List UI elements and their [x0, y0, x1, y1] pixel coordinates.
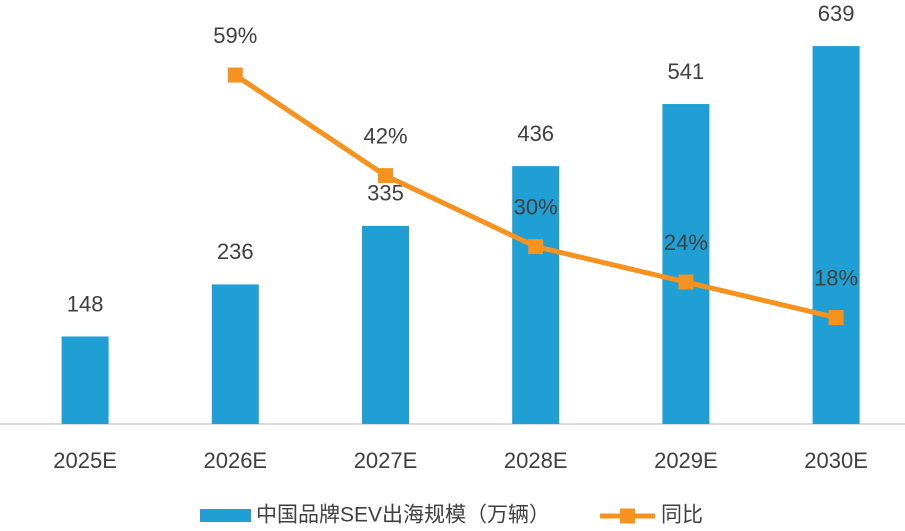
data-label: 436 — [517, 121, 554, 146]
x-tick-label: 2029E — [654, 448, 718, 473]
bar — [812, 46, 860, 424]
data-label: 335 — [367, 181, 404, 206]
line-marker — [828, 310, 844, 326]
x-tick-label: 2026E — [203, 448, 267, 473]
bar — [211, 284, 259, 424]
data-label: 42% — [363, 123, 407, 148]
data-label: 30% — [514, 194, 558, 219]
data-label: 541 — [668, 59, 705, 84]
data-label: 236 — [217, 239, 254, 264]
data-label: 18% — [814, 265, 858, 290]
x-tick-label: 2030E — [804, 448, 868, 473]
x-tick-label: 2028E — [504, 448, 568, 473]
data-label: 24% — [664, 230, 708, 255]
bar — [662, 104, 710, 424]
line-marker — [678, 274, 694, 290]
data-label: 148 — [67, 291, 104, 316]
legend-swatch-marker — [620, 508, 636, 524]
legend-label: 同比 — [661, 504, 703, 527]
line-marker — [378, 168, 393, 184]
x-tick-label: 2025E — [53, 448, 117, 473]
bar — [61, 336, 109, 424]
line-marker — [528, 239, 544, 255]
x-tick-label: 2027E — [354, 448, 418, 473]
bar — [512, 166, 560, 424]
legend-swatch — [200, 509, 251, 522]
legend-label: 中国品牌SEV出海规模（万辆） — [256, 504, 550, 527]
data-label: 59% — [213, 23, 257, 48]
line-marker — [227, 67, 243, 83]
bar — [362, 225, 409, 424]
data-label: 639 — [818, 1, 855, 26]
